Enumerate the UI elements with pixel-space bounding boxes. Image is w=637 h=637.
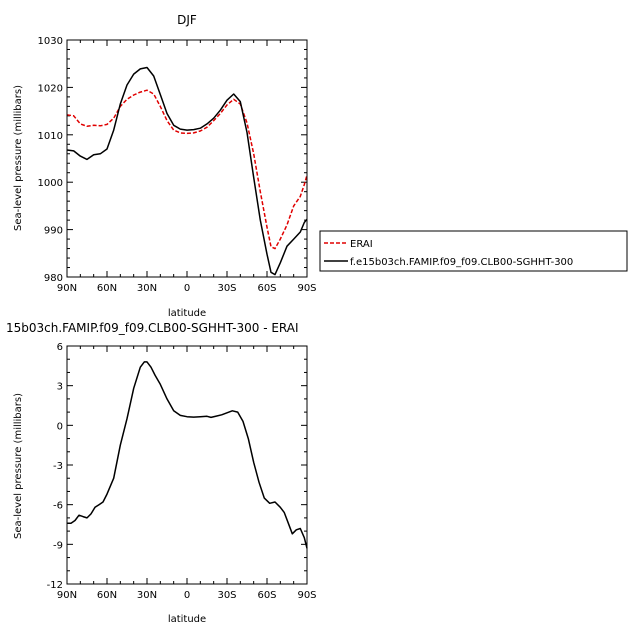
top-plot-marks: 90N 60N 30N 0 30S 60S 90S 980 990 1000 1010 1020 103… [38,36,317,294]
legend-box [319,230,628,272]
bottom-y-tick-label: 6 [57,342,63,353]
bottom-panel: 15b03ch.FAMIP.f09_f09.CLB00-SGHHT-300 - … [6,321,317,625]
top-x-tick-label: 60S [257,283,276,294]
top-x-tick-label: 90S [297,283,316,294]
bottom-x-tick-label: 60S [257,590,276,601]
bottom-y-tick-label: -9 [53,540,63,551]
top-y-tick-label: 1030 [38,36,63,47]
top-x-tick-label: 30S [217,283,236,294]
top-series-line-0 [66,89,308,250]
bottom-plot-marks: 90N 60N 30N 0 30S 60S 90S -12 -9 -6 -3 0 3 6 [47,342,317,601]
top-y-tick-label: 990 [44,226,63,237]
bottom-y-tick-label: -12 [47,580,63,591]
bottom-x-tick-label: 60N [97,590,117,601]
bottom-plot-frame [66,345,308,585]
top-x-tick-label: 60N [97,283,117,294]
top-x-axis-label: latitude [168,308,206,319]
legend-label-erai: ERAI [350,239,373,250]
top-series-line-1 [66,66,308,276]
bottom-y-tick-label: -3 [53,461,63,472]
top-x-tick-label: 90N [57,283,77,294]
top-plot-frame [66,39,308,278]
bottom-series-line-0 [67,361,308,549]
legend: ERAI f.e15b03ch.FAMIP.f09_f09.CLB00-SGHH… [319,230,628,272]
top-x-tick-label: 0 [184,283,190,294]
bottom-x-tick-label: 90S [297,590,316,601]
bottom-y-axis-label: Sea-level pressure (millibars) [13,393,24,539]
bottom-y-tick-label: 0 [57,421,63,432]
top-y-tick-label: 1000 [38,178,63,189]
bottom-x-tick-label: 0 [184,590,190,601]
bottom-x-tick-label: 30S [217,590,236,601]
bottom-x-tick-label: 90N [57,590,77,601]
bottom-x-axis-label: latitude [168,614,206,625]
top-y-axis-label: Sea-level pressure (millibars) [13,85,24,231]
top-chart-title: DJF [177,13,197,27]
legend-label-model: f.e15b03ch.FAMIP.f09_f09.CLB00-SGHHT-300 [350,257,573,268]
top-x-tick-label: 30N [137,283,157,294]
bottom-y-tick-label: 3 [57,382,63,393]
bottom-x-tick-label: 30N [137,590,157,601]
top-panel: DJF Sea-level pressure (millibars) latit… [13,13,317,319]
top-y-tick-label: 1010 [38,131,63,142]
bottom-y-tick-label: -6 [53,501,63,512]
bottom-chart-title: 15b03ch.FAMIP.f09_f09.CLB00-SGHHT-300 - … [6,321,299,335]
top-y-tick-label: 980 [44,273,63,284]
top-y-tick-label: 1020 [38,83,63,94]
